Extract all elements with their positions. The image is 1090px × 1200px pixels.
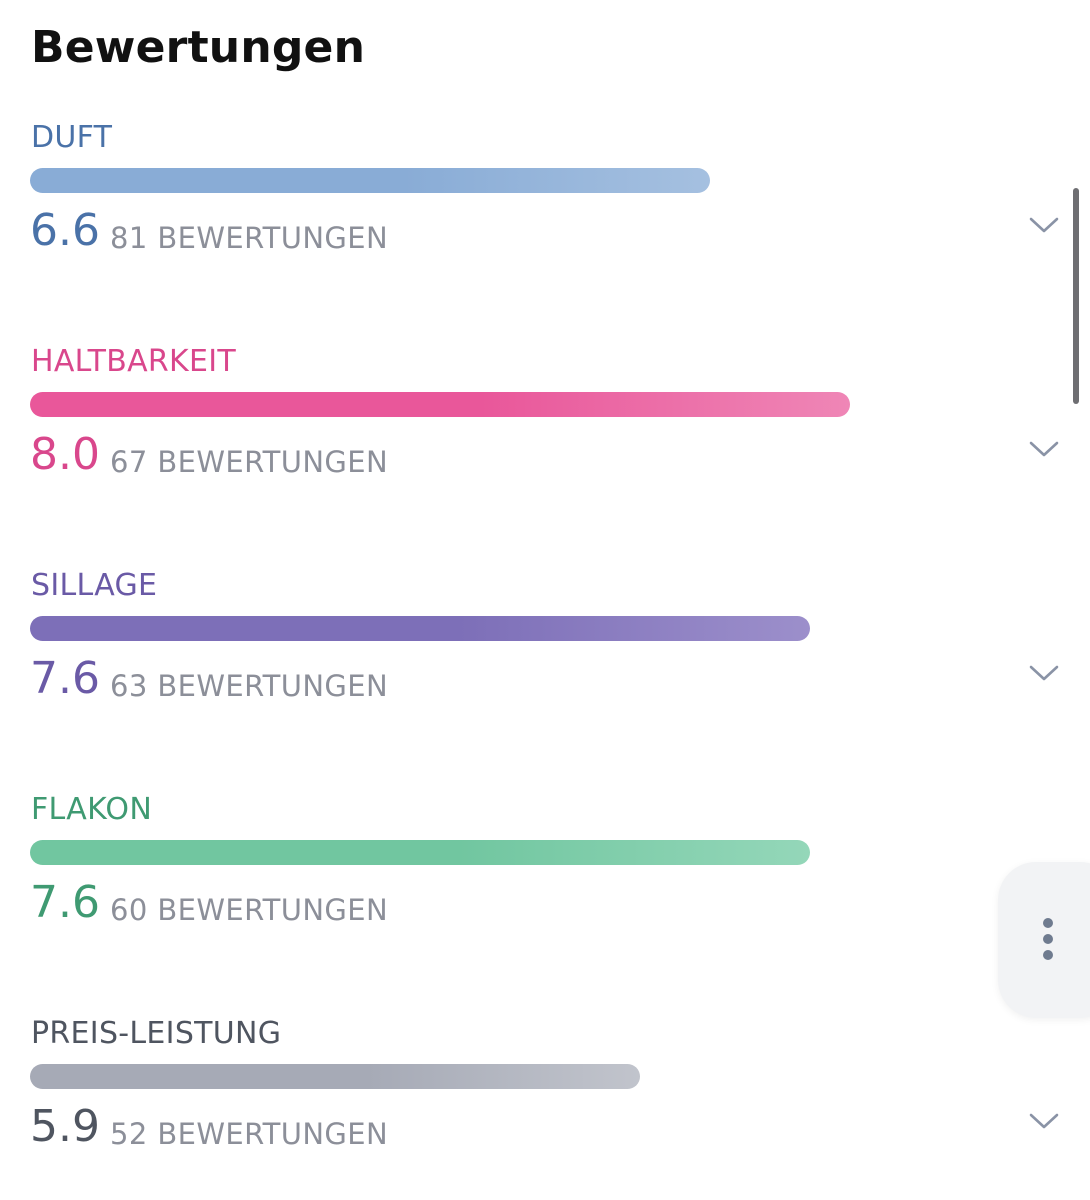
rating-bar-fill xyxy=(30,840,810,865)
rating-count: 67 BEWERTUNGEN xyxy=(110,445,389,479)
rating-bar-fill xyxy=(30,392,850,417)
rating-count: 52 BEWERTUNGEN xyxy=(110,1117,389,1151)
scrollbar-thumb[interactable] xyxy=(1073,188,1079,404)
rating-bar xyxy=(30,616,1030,641)
chevron-down-icon[interactable] xyxy=(1026,438,1062,462)
rating-label: HALTBARKEIT xyxy=(31,344,237,379)
rating-duft: DUFT 6.6 81 BEWERTUNGEN xyxy=(0,120,1070,270)
rating-count: 60 BEWERTUNGEN xyxy=(110,893,389,927)
rating-label: SILLAGE xyxy=(31,568,158,603)
rating-bar xyxy=(30,392,1030,417)
rating-bar-fill xyxy=(30,168,710,193)
chevron-down-icon[interactable] xyxy=(1026,1110,1062,1134)
chevron-down-icon[interactable] xyxy=(1026,662,1062,686)
rating-bar xyxy=(30,840,1030,865)
rating-score: 7.6 xyxy=(30,653,100,704)
rating-preis-leistung: PREIS-LEISTUNG 5.9 52 BEWERTUNGEN xyxy=(0,1016,1070,1166)
rating-bar xyxy=(30,168,1030,193)
more-vertical-icon xyxy=(1042,918,1054,962)
rating-label: DUFT xyxy=(31,120,113,155)
rating-sillage: SILLAGE 7.6 63 BEWERTUNGEN xyxy=(0,568,1070,718)
rating-score: 5.9 xyxy=(30,1101,100,1152)
page-title: Bewertungen xyxy=(31,22,366,73)
rating-score: 6.6 xyxy=(30,205,100,256)
rating-label: FLAKON xyxy=(31,792,153,827)
rating-label: PREIS-LEISTUNG xyxy=(31,1016,282,1051)
more-options-button[interactable] xyxy=(998,862,1090,1018)
rating-haltbarkeit: HALTBARKEIT 8.0 67 BEWERTUNGEN xyxy=(0,344,1070,494)
rating-bar xyxy=(30,1064,1030,1089)
rating-score: 7.6 xyxy=(30,877,100,928)
rating-score: 8.0 xyxy=(30,429,100,480)
rating-flakon: FLAKON 7.6 60 BEWERTUNGEN xyxy=(0,792,1070,942)
rating-count: 63 BEWERTUNGEN xyxy=(110,669,389,703)
rating-bar-fill xyxy=(30,616,810,641)
chevron-down-icon[interactable] xyxy=(1026,214,1062,238)
rating-bar-fill xyxy=(30,1064,640,1089)
rating-count: 81 BEWERTUNGEN xyxy=(110,221,389,255)
